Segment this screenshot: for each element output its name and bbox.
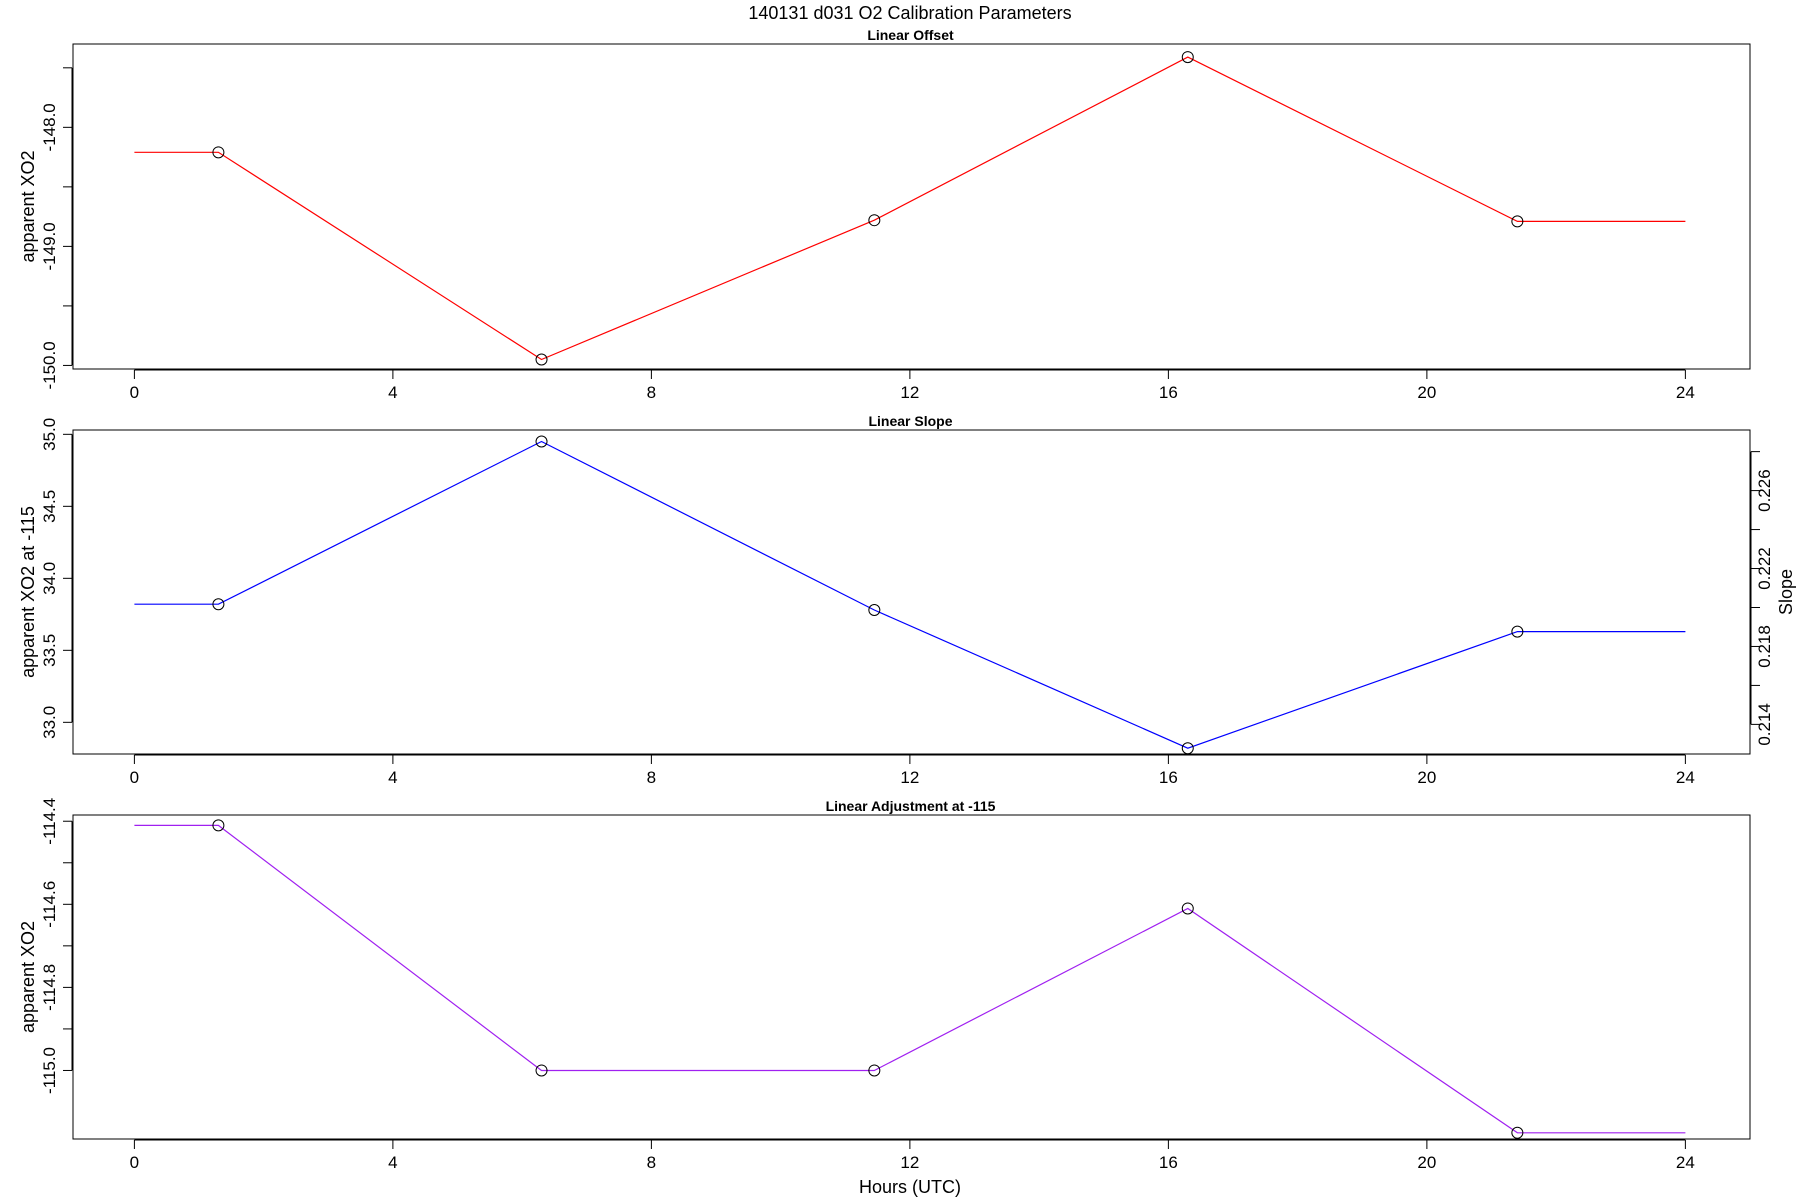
y-tick-label: -114.4 xyxy=(40,798,59,845)
panel-3: Linear Adjustment at -115 0 4 8 12 16 20 24 -115… xyxy=(18,798,1751,1172)
data-point xyxy=(535,1064,548,1077)
data-point xyxy=(1511,215,1524,228)
x-tick-label: 12 xyxy=(900,383,919,402)
x-tick-label: 24 xyxy=(1676,768,1695,787)
y-tick-label: -114.6 xyxy=(40,881,59,928)
series-line xyxy=(134,56,1686,361)
series-line xyxy=(134,440,1686,749)
figure-title: 140131 d031 O2 Calibration Parameters xyxy=(748,3,1071,23)
x-tick-label: 20 xyxy=(1417,1153,1436,1172)
x-tick-label: 4 xyxy=(388,1153,397,1172)
x-tick-label: 12 xyxy=(900,1153,919,1172)
y-tick-label: -149.0 xyxy=(40,222,59,270)
plot-frame xyxy=(72,43,1751,370)
data-point xyxy=(212,598,225,611)
x-axis-title: Hours (UTC) xyxy=(859,1177,961,1197)
plot-frame xyxy=(72,814,1751,1140)
x-tick-label: 0 xyxy=(130,383,139,402)
data-point xyxy=(535,353,548,366)
x-tick-label: 16 xyxy=(1159,768,1178,787)
secondary-tick-label: 0.214 xyxy=(1755,703,1774,746)
panel-1: Linear Offset 0 4 8 12 16 20 24 -150.0 -149.0 -148… xyxy=(18,27,1751,402)
plot-frame xyxy=(72,429,1751,755)
x-tick-label: 24 xyxy=(1676,1153,1695,1172)
y-tick-label: 35.0 xyxy=(40,418,59,451)
data-point xyxy=(1181,51,1194,64)
secondary-tick-label: 0.226 xyxy=(1755,469,1774,512)
y-tick-label: -115.0 xyxy=(40,1047,59,1094)
data-point xyxy=(212,819,225,832)
x-tick-label: 8 xyxy=(647,383,656,402)
y-axis-title: apparent XO2 xyxy=(18,150,38,262)
panel-2: Linear Slope 0 4 8 12 16 20 24 33.0 33.5 34.0 34.5 3… xyxy=(18,413,1796,787)
data-point xyxy=(868,214,881,227)
x-tick-label: 16 xyxy=(1159,1153,1178,1172)
data-point xyxy=(1511,1126,1524,1139)
data-point xyxy=(1181,742,1194,755)
y-tick-label: -150.0 xyxy=(40,341,59,389)
x-tick-label: 4 xyxy=(388,768,397,787)
x-tick-label: 16 xyxy=(1159,383,1178,402)
x-tick-label: 4 xyxy=(388,383,397,402)
x-tick-label: 0 xyxy=(130,1153,139,1172)
x-tick-label: 12 xyxy=(900,768,919,787)
x-tick-label: 20 xyxy=(1417,383,1436,402)
data-point xyxy=(535,435,548,448)
data-point xyxy=(1511,625,1524,638)
secondary-axis-title: Slope xyxy=(1776,569,1796,615)
panel-title: Linear Offset xyxy=(867,27,954,43)
y-tick-label: -114.8 xyxy=(40,964,59,1011)
x-tick-label: 0 xyxy=(130,768,139,787)
panels: Linear Offset 0 4 8 12 16 20 24 -150.0 -149.0 -148… xyxy=(18,27,1796,1172)
secondary-tick-label: 0.222 xyxy=(1755,547,1774,590)
data-point xyxy=(868,604,881,616)
data-point xyxy=(1181,902,1194,915)
data-point xyxy=(868,1064,881,1077)
y-tick-label: 34.0 xyxy=(40,562,59,595)
data-point xyxy=(212,146,225,159)
x-tick-label: 20 xyxy=(1417,768,1436,787)
x-tick-label: 8 xyxy=(647,768,656,787)
y-axis-title: apparent XO2 xyxy=(18,921,38,1033)
panel-title: Linear Slope xyxy=(868,413,952,429)
series-line xyxy=(134,824,1686,1134)
secondary-tick-label: 0.218 xyxy=(1755,625,1774,668)
panel-title: Linear Adjustment at -115 xyxy=(826,798,996,814)
y-tick-label: 33.0 xyxy=(40,706,59,739)
y-tick-label: -148.0 xyxy=(40,103,59,151)
y-axis-title: apparent XO2 at -115 xyxy=(18,506,38,678)
x-tick-label: 24 xyxy=(1676,383,1695,402)
x-tick-label: 8 xyxy=(647,1153,656,1172)
y-tick-label: 34.5 xyxy=(40,490,59,523)
y-tick-label: 33.5 xyxy=(40,634,59,667)
